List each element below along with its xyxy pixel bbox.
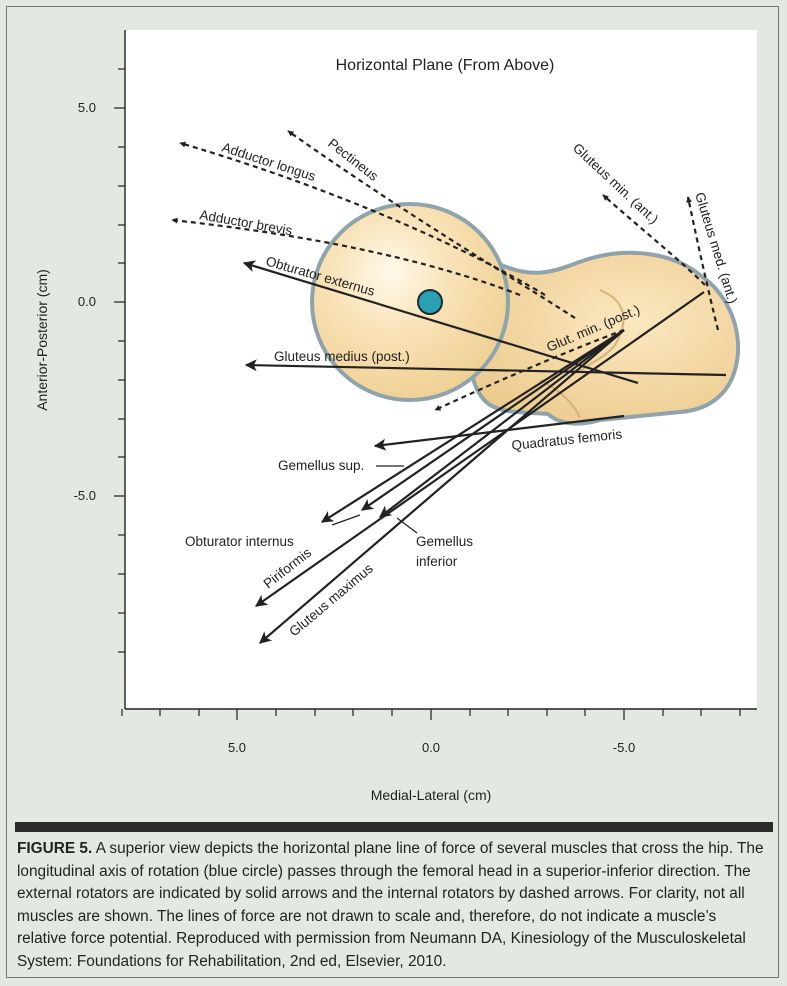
femoral-head [310,202,510,402]
gluteus-med-ant-arrow [686,196,720,331]
piriformis-arrow [255,291,705,607]
label-gemellus-inferior-line1: Gemellus [416,534,473,549]
gemellus-inferior-arrow [379,329,625,518]
trochanter-contour [579,289,625,373]
gluteus-maximus-arrow [259,329,625,644]
x-tick-label: 5.0 [228,740,246,755]
x-axis-ticks [121,709,741,720]
adductor-brevis-arrow [171,217,521,297]
obturator-internus-arrow [320,329,625,523]
gluteus-medius-post-arrow [244,359,727,377]
quadratus-femoris-arrow [373,414,625,451]
x-tick-label: -5.0 [613,740,635,755]
label-gluteus-medius-post: Gluteus medius (post.) [274,349,410,364]
x-axis-title: Medial-Lateral (cm) [371,787,492,803]
figure-caption: FIGURE 5. A superior view depicts the ho… [17,838,769,973]
obturator-internus-leader [331,514,361,526]
plot-title: Horizontal Plane (From Above) [336,57,555,74]
axis-of-rotation-icon [417,289,443,315]
neck-contour [539,379,581,419]
hip-muscle-diagram: 5.0 0.0 -5.0 5.0 0.0 -5.0 Medial-Lateral… [34,30,757,803]
caption-text: A superior view depicts the horizontal p… [17,840,764,970]
x-tick-label: 0.0 [422,740,440,755]
label-obturator-internus: Obturator internus [185,534,294,549]
y-tick-label: 5.0 [78,100,96,115]
glut-min-post-arrow [434,328,625,411]
caption-divider [15,822,773,832]
y-tick-label: 0.0 [78,294,96,309]
caption-label: FIGURE 5. [17,840,93,857]
gemellus-sup-arrow [361,329,625,511]
y-axis-title: Anterior-Posterior (cm) [34,269,50,411]
adductor-longus-arrow [179,141,546,296]
pectineus-arrow [287,130,576,319]
label-gemellus-inferior-line2: inferior [416,554,458,569]
label-gemellus-sup: Gemellus sup. [278,458,364,473]
gemellus-inferior-leader [396,517,418,534]
gluteus-min-ant-arrow [602,194,706,286]
y-axis-ticks [114,68,125,653]
figure-frame [6,6,779,978]
y-tick-label: -5.0 [74,488,96,503]
